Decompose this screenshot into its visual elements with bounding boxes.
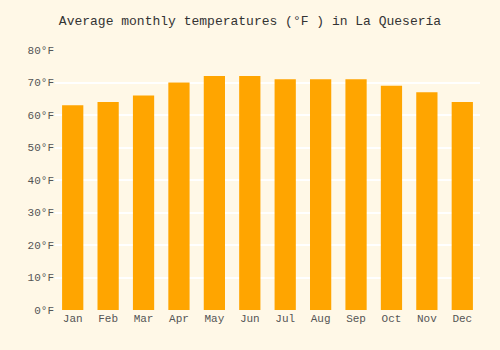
svg-text:70°F: 70°F	[28, 77, 54, 89]
svg-text:Nov: Nov	[417, 313, 437, 325]
svg-text:Dec: Dec	[452, 313, 472, 325]
svg-text:40°F: 40°F	[28, 175, 54, 187]
svg-text:Mar: Mar	[134, 313, 154, 325]
svg-text:Oct: Oct	[382, 313, 402, 325]
svg-text:30°F: 30°F	[28, 207, 54, 219]
svg-text:Jul: Jul	[275, 313, 295, 325]
svg-text:20°F: 20°F	[28, 240, 54, 252]
svg-text:Average monthly temperatures (: Average monthly temperatures (°F ) in La…	[59, 14, 441, 29]
svg-text:Aug: Aug	[311, 313, 331, 325]
svg-text:50°F: 50°F	[28, 142, 54, 154]
svg-text:Jun: Jun	[240, 313, 260, 325]
svg-text:Sep: Sep	[346, 313, 366, 325]
svg-text:Apr: Apr	[169, 313, 189, 325]
svg-text:May: May	[204, 313, 224, 325]
svg-text:0°F: 0°F	[34, 305, 54, 317]
svg-text:60°F: 60°F	[28, 110, 54, 122]
svg-text:Feb: Feb	[98, 313, 118, 325]
svg-text:10°F: 10°F	[28, 272, 54, 284]
svg-text:80°F: 80°F	[28, 45, 54, 57]
svg-text:Jan: Jan	[63, 313, 83, 325]
